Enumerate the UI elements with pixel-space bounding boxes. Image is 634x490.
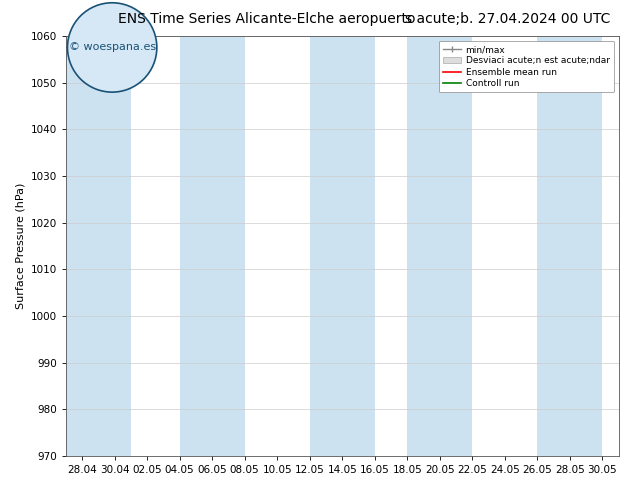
Text: © woespana.es: © woespana.es (68, 43, 156, 52)
Text: s acute;b. 27.04.2024 00 UTC: s acute;b. 27.04.2024 00 UTC (404, 12, 610, 26)
Bar (538, 36, 602, 456)
Bar (179, 36, 245, 456)
Y-axis label: Surface Pressure (hPa): Surface Pressure (hPa) (15, 183, 25, 309)
Bar (66, 36, 131, 456)
Bar (407, 36, 472, 456)
Bar (310, 36, 375, 456)
Legend: min/max, Desviaci acute;n est acute;ndar, Ensemble mean run, Controll run: min/max, Desviaci acute;n est acute;ndar… (439, 41, 614, 93)
Text: ENS Time Series Alicante-Elche aeropuerto: ENS Time Series Alicante-Elche aeropuert… (117, 12, 415, 26)
